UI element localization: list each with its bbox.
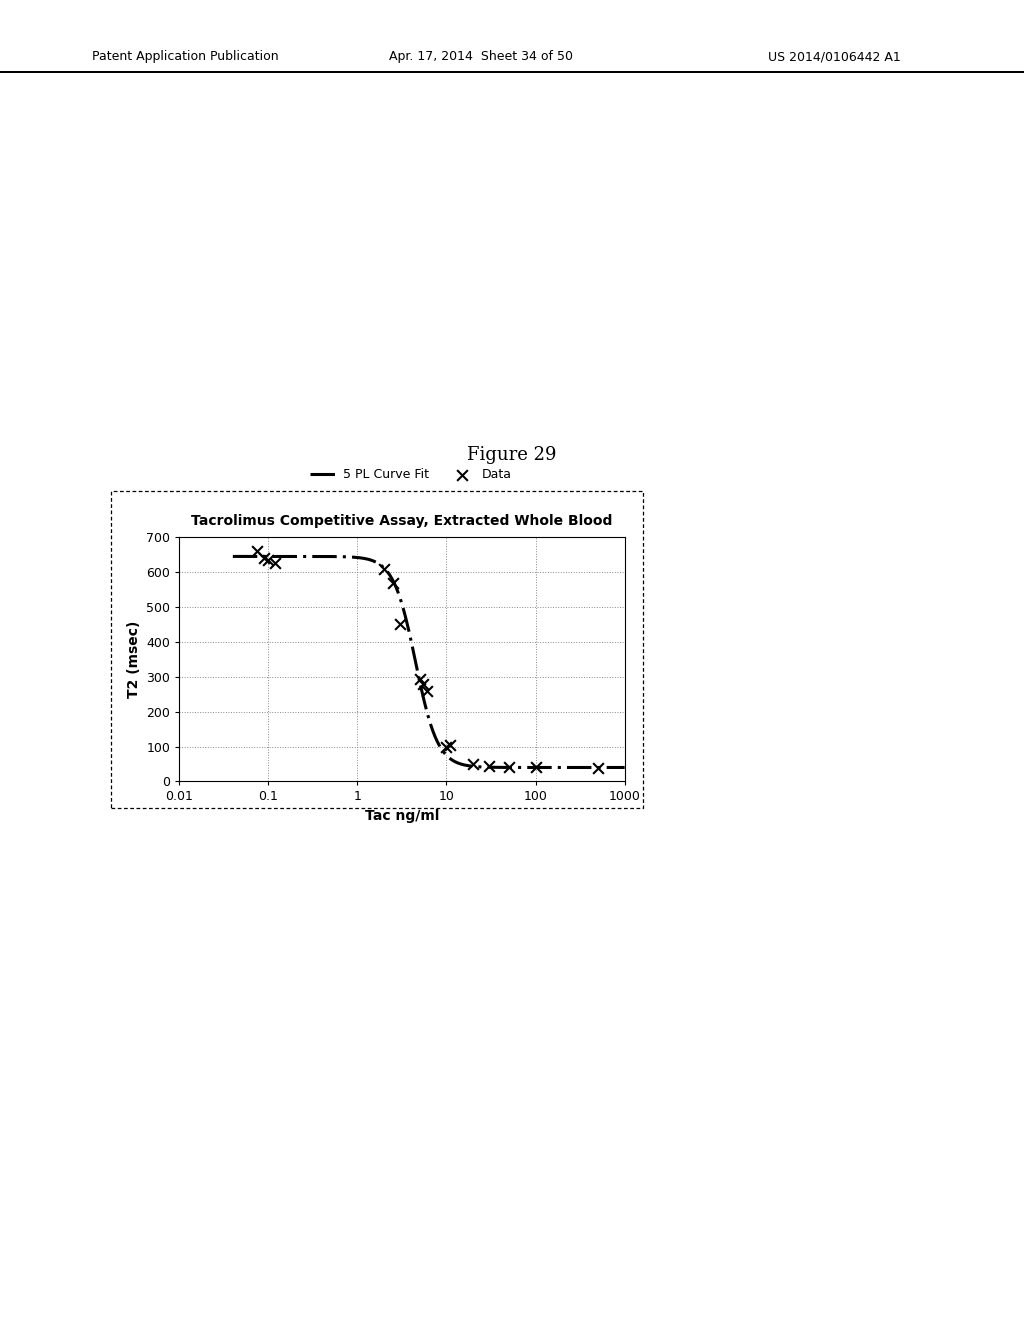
Text: US 2014/0106442 A1: US 2014/0106442 A1	[768, 50, 901, 63]
Text: Figure 29: Figure 29	[467, 446, 557, 465]
Point	[590, 758, 606, 779]
Text: Patent Application Publication: Patent Application Publication	[92, 50, 279, 63]
Point	[501, 756, 517, 777]
Text: Apr. 17, 2014  Sheet 34 of 50: Apr. 17, 2014 Sheet 34 of 50	[389, 50, 573, 63]
Point	[385, 572, 401, 593]
Point	[481, 755, 498, 776]
Point	[415, 673, 431, 694]
Point	[438, 737, 455, 758]
Y-axis label: T2 (msec): T2 (msec)	[127, 620, 140, 698]
Point	[419, 680, 435, 701]
Legend: 5 PL Curve Fit, Data: 5 PL Curve Fit, Data	[305, 463, 517, 486]
Point	[527, 756, 544, 777]
Text: Tacrolimus Competitive Assay, Extracted Whole Blood: Tacrolimus Competitive Assay, Extracted …	[190, 515, 612, 528]
X-axis label: Tac ng/ml: Tac ng/ml	[365, 809, 439, 824]
Point	[260, 549, 276, 570]
Point	[376, 558, 392, 579]
Point	[412, 668, 428, 689]
Point	[465, 754, 481, 775]
Point	[256, 548, 272, 569]
Point	[442, 734, 459, 755]
Point	[249, 541, 265, 562]
Point	[392, 614, 409, 635]
Point	[267, 553, 284, 574]
